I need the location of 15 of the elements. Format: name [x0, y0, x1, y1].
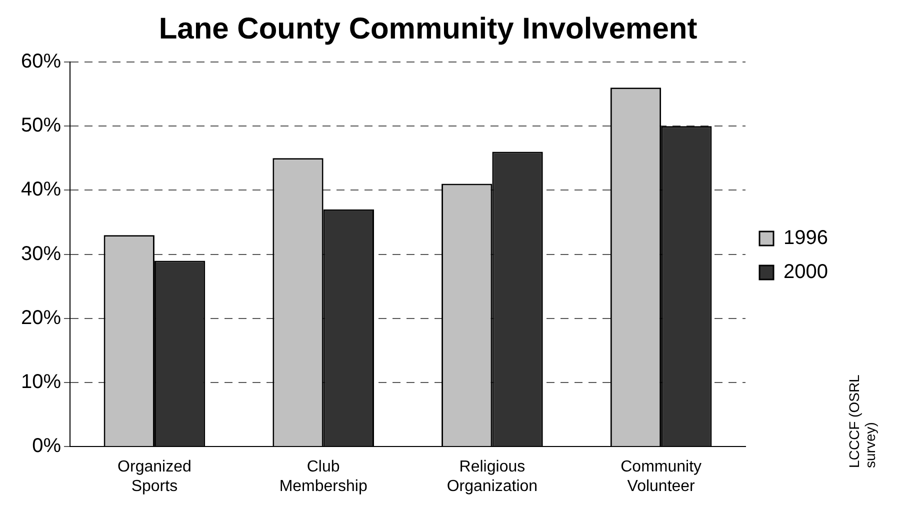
x-tick-label: Religious Organization: [446, 458, 538, 495]
y-tick-label: 50%: [21, 114, 62, 137]
x-tick-label: Club Membership: [279, 458, 368, 495]
legend-label: 1996: [784, 227, 828, 250]
y-tick-label: 10%: [21, 371, 62, 394]
legend-label: 2000: [784, 261, 828, 284]
chart-title: Lane County Community Involvement: [158, 12, 698, 46]
y-tick-label: 0%: [32, 435, 62, 458]
x-tick-label: Community Volunteer: [620, 458, 702, 495]
text: LCCCF (OSRL survey): [846, 374, 878, 468]
y-tick-label: 30%: [21, 242, 62, 265]
y-tick-label: 20%: [21, 306, 62, 329]
y-tick-label: 40%: [21, 178, 62, 201]
y-tick-label: 60%: [21, 50, 62, 73]
x-tick-label: Organized Sports: [118, 458, 192, 495]
